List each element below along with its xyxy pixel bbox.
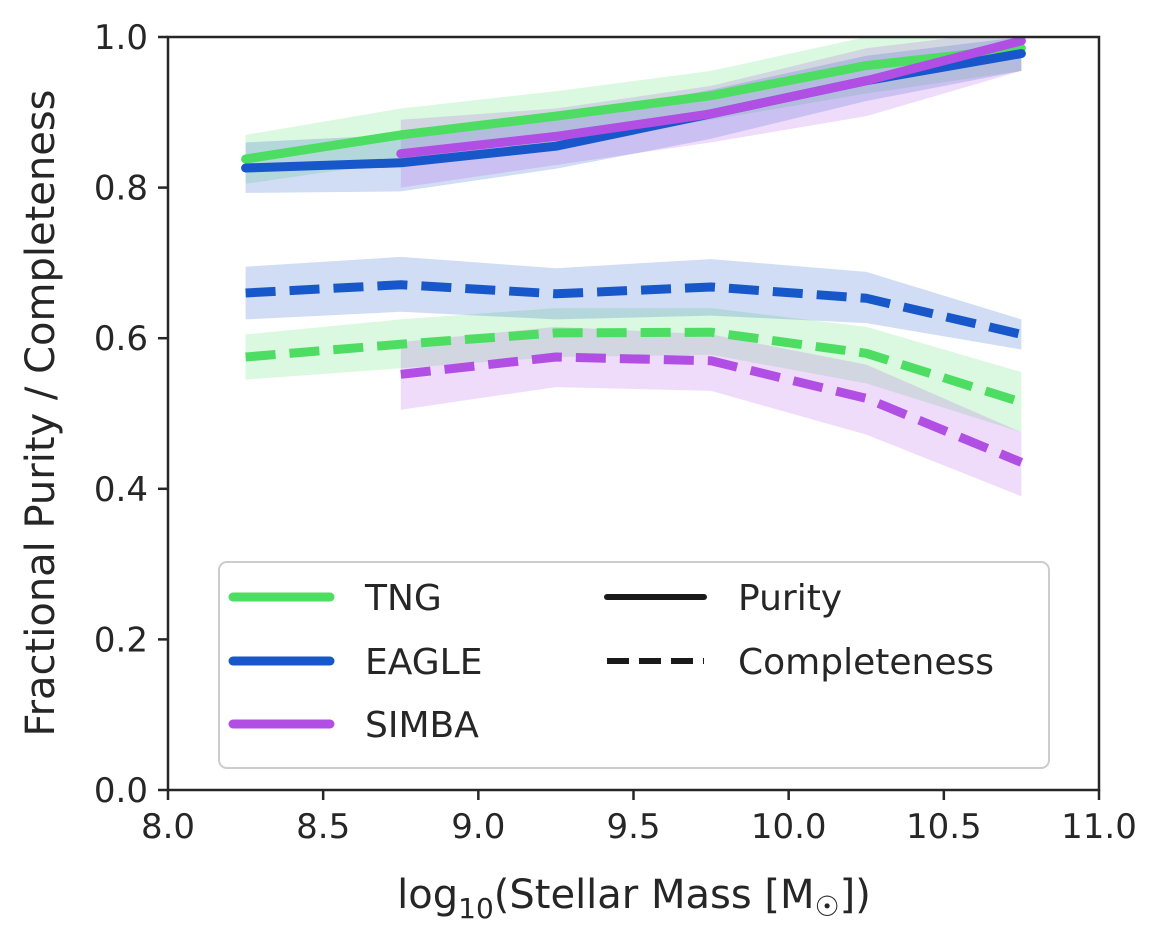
y-tick-label: 0.6 xyxy=(94,319,148,359)
x-tick-label: 8.5 xyxy=(296,807,350,847)
legend-label-completeness: Completeness xyxy=(738,642,994,683)
y-tick-label: 1.0 xyxy=(94,18,148,58)
legend-label-tng: TNG xyxy=(364,578,442,619)
y-tick-label: 0.2 xyxy=(94,620,148,660)
series-lines xyxy=(241,37,1026,467)
legend: TNG EAGLE SIMBA Purity Completeness xyxy=(218,561,1050,769)
x-tick-label: 10.5 xyxy=(906,807,982,847)
x-tick-label: 8.0 xyxy=(141,807,195,847)
legend-box xyxy=(218,561,1050,769)
y-axis-ticks: 0.0 0.2 0.4 0.6 0.8 1.0 xyxy=(94,18,168,811)
legend-label-eagle: EAGLE xyxy=(365,642,482,683)
y-axis-label: Fractional Purity / Completeness xyxy=(18,89,64,736)
confidence-bands xyxy=(245,37,1022,497)
x-tick-label: 10.0 xyxy=(751,807,827,847)
band-eagle-completeness xyxy=(245,256,1022,350)
line-tng-purity xyxy=(241,43,1026,164)
y-tick-label: 0.4 xyxy=(94,470,148,510)
x-axis-ticks: 8.0 8.5 9.0 9.5 10.0 10.5 11.0 xyxy=(141,790,1137,847)
y-tick-label: 0.0 xyxy=(94,771,148,811)
x-tick-label: 9.0 xyxy=(451,807,505,847)
x-axis-label: log10(Stellar Mass [M☉]) xyxy=(397,872,871,925)
legend-label-purity: Purity xyxy=(738,578,842,619)
legend-label-simba: SIMBA xyxy=(365,705,479,746)
x-tick-label: 11.0 xyxy=(1061,807,1137,847)
x-tick-label: 9.5 xyxy=(606,807,660,847)
line-simba-purity xyxy=(396,37,1026,159)
line-simba-completeness xyxy=(400,352,1024,467)
band-simba-completeness xyxy=(400,326,1022,497)
y-tick-label: 0.8 xyxy=(94,169,148,209)
